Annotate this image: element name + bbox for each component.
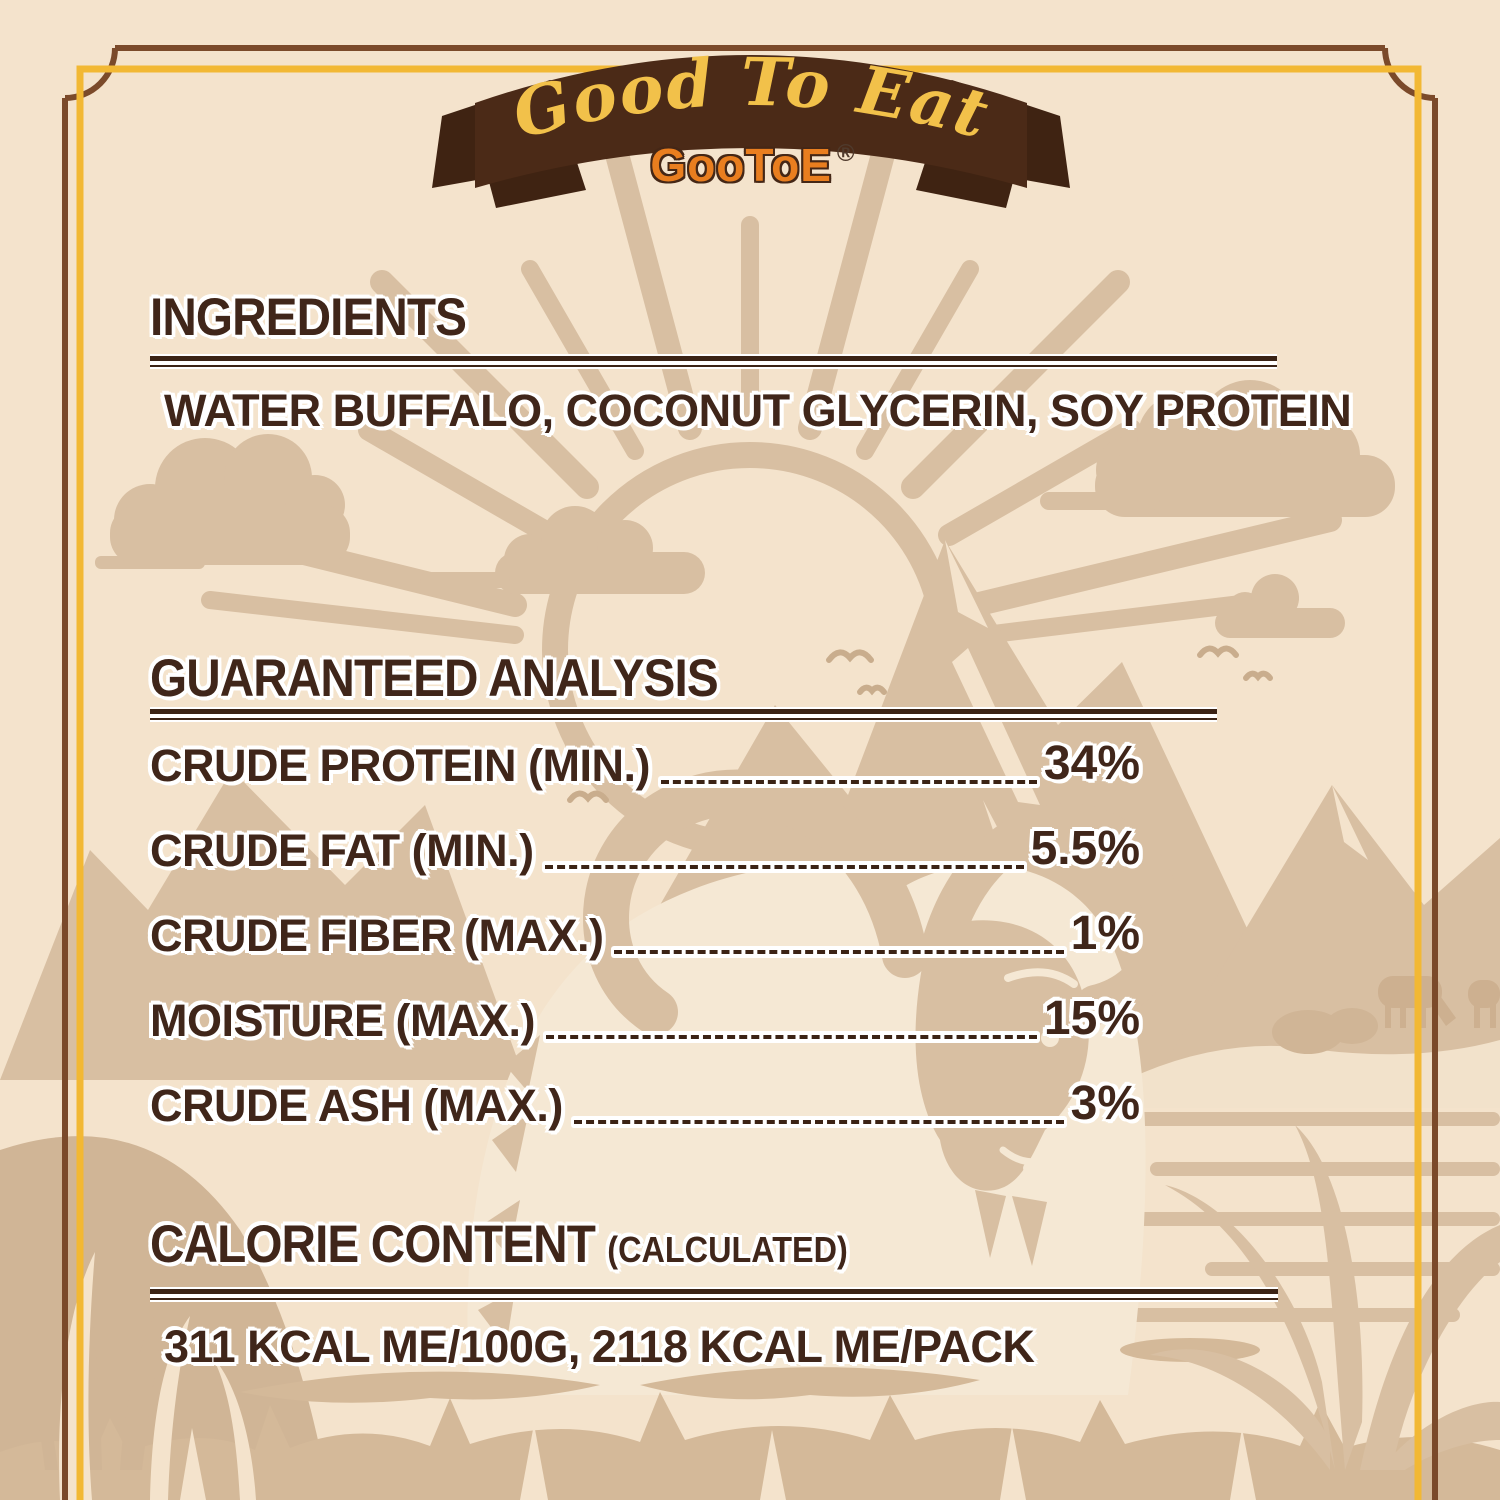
analysis-row-value: 1% bbox=[1070, 907, 1140, 960]
clouds-art bbox=[95, 380, 1395, 638]
dotted-leader bbox=[541, 861, 1027, 873]
analysis-row-label: MOISTURE (MAX.) bbox=[150, 995, 535, 1046]
grazing-hill-art bbox=[1075, 976, 1500, 1108]
registered-trademark-icon: ® bbox=[836, 140, 855, 167]
calorie-content-heading: CALORIE CONTENT bbox=[150, 1215, 596, 1274]
birds-art bbox=[567, 645, 1273, 842]
calorie-content-qualifier: (CALCULATED) bbox=[607, 1229, 848, 1270]
analysis-row-crude-fiber: CRUDE FIBER (MAX.) 1% bbox=[150, 908, 1140, 958]
dotted-leader bbox=[570, 1116, 1067, 1128]
calorie-content-value-line: 311 KCAL ME/100G, 2118 KCAL ME/PACK bbox=[164, 1321, 1035, 1372]
calorie-content-underline bbox=[150, 1289, 1278, 1300]
brand-logo: GooToE ® bbox=[650, 138, 854, 192]
dotted-leader bbox=[611, 946, 1067, 958]
analysis-row-label: CRUDE PROTEIN (MIN.) bbox=[150, 740, 651, 791]
calorie-content-section-heading: CALORIE CONTENT (CALCULATED) bbox=[150, 1218, 925, 1271]
ribbon-band-art bbox=[475, 55, 1027, 188]
ingredients-underline bbox=[150, 356, 1277, 367]
guaranteed-analysis-underline bbox=[150, 709, 1217, 720]
ingredients-section-heading: INGREDIENTS bbox=[150, 291, 501, 344]
analysis-row-value: 3% bbox=[1070, 1077, 1140, 1130]
calorie-content-value: 311 KCAL ME/100G, 2118 KCAL ME/PACK bbox=[164, 1321, 1035, 1372]
analysis-row-value: 5.5% bbox=[1030, 822, 1140, 875]
brand-ribbon: Good To Eat bbox=[432, 43, 1070, 208]
analysis-row-value: 34% bbox=[1043, 737, 1140, 790]
ground-streaks-art bbox=[1062, 1112, 1500, 1322]
analysis-row-crude-fat: CRUDE FAT (MIN.) 5.5% bbox=[150, 823, 1140, 873]
analysis-row-crude-protein: CRUDE PROTEIN (MIN.) 34% bbox=[150, 738, 1140, 788]
dotted-leader bbox=[658, 776, 1040, 788]
guaranteed-analysis-heading: GUARANTEED ANALYSIS bbox=[150, 649, 719, 708]
analysis-row-crude-ash: CRUDE ASH (MAX.) 3% bbox=[150, 1078, 1140, 1128]
analysis-row-label: CRUDE FAT (MIN.) bbox=[150, 825, 534, 876]
ingredients-heading: INGREDIENTS bbox=[150, 288, 467, 347]
guaranteed-analysis-table: CRUDE PROTEIN (MIN.) 34% CRUDE FAT (MIN.… bbox=[150, 738, 1140, 1163]
brand-logo-text: GooToE bbox=[650, 139, 832, 191]
ingredients-value-line: WATER BUFFALO, COCONUT GLYCERIN, SOY PRO… bbox=[164, 385, 1352, 436]
analysis-row-label: CRUDE FIBER (MAX.) bbox=[150, 910, 604, 961]
analysis-row-label: CRUDE ASH (MAX.) bbox=[150, 1080, 563, 1131]
analysis-row-value: 15% bbox=[1043, 992, 1140, 1045]
dotted-leader bbox=[542, 1031, 1040, 1043]
analysis-row-moisture: MOISTURE (MAX.) 15% bbox=[150, 993, 1140, 1043]
ingredients-value: WATER BUFFALO, COCONUT GLYCERIN, SOY PRO… bbox=[164, 385, 1352, 436]
frame-brown-line bbox=[62, 45, 1438, 1500]
guaranteed-analysis-section-heading: GUARANTEED ANALYSIS bbox=[150, 652, 781, 705]
